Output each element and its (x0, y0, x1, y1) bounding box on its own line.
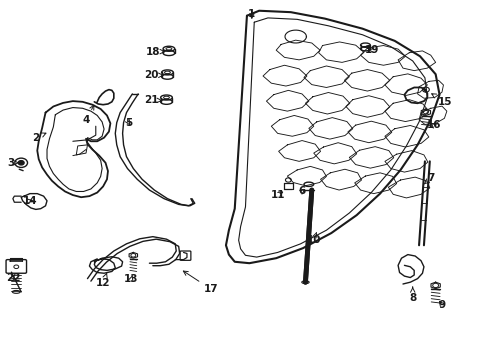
Text: 8: 8 (408, 287, 415, 303)
Text: 6: 6 (298, 186, 305, 197)
Text: 21: 21 (143, 95, 161, 105)
Text: 14: 14 (22, 196, 37, 206)
Text: 10: 10 (306, 233, 320, 245)
Text: 12: 12 (96, 273, 110, 288)
Text: 18: 18 (145, 46, 164, 57)
Text: 22: 22 (6, 273, 20, 283)
Text: 13: 13 (124, 274, 138, 284)
Text: 9: 9 (438, 300, 445, 310)
Text: 3: 3 (8, 158, 18, 168)
Text: 15: 15 (431, 94, 452, 107)
Text: 5: 5 (124, 118, 132, 128)
Circle shape (18, 161, 24, 165)
Text: 19: 19 (365, 45, 379, 55)
Text: 1: 1 (248, 9, 255, 19)
Text: 16: 16 (426, 121, 440, 130)
Text: 11: 11 (270, 190, 285, 200)
Text: 17: 17 (183, 271, 218, 294)
Text: 20: 20 (144, 70, 163, 80)
Text: 4: 4 (82, 105, 94, 125)
Text: 7: 7 (424, 173, 433, 184)
Text: 2: 2 (32, 133, 46, 143)
